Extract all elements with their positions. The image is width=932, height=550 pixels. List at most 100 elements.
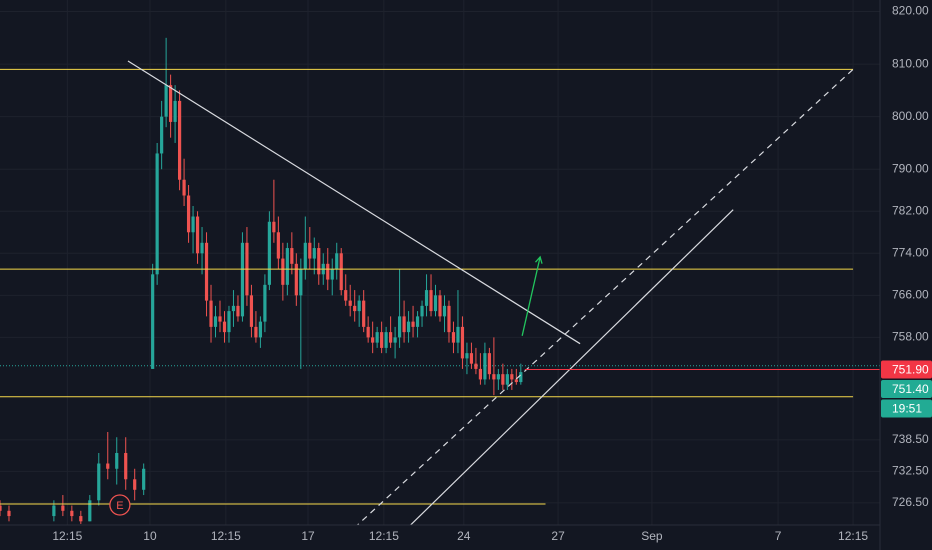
candle-body <box>366 326 370 338</box>
price-label: 19:51 <box>892 402 922 416</box>
candle-body <box>371 337 375 343</box>
candle-body <box>106 463 110 469</box>
candle-body <box>88 500 92 522</box>
candle-body <box>133 479 137 490</box>
candle-body <box>375 332 379 343</box>
candle-body <box>236 305 240 317</box>
candle-body <box>186 195 191 233</box>
candle-body <box>496 374 500 380</box>
candle-body <box>429 290 433 312</box>
y-tick-label: 790.00 <box>892 161 929 175</box>
x-tick-label: Sep <box>641 529 663 543</box>
earnings-marker <box>109 494 131 516</box>
candle-body <box>402 316 406 333</box>
price-label: 751.90 <box>892 363 929 377</box>
trendline <box>356 68 854 525</box>
x-tick-label: 12:15 <box>211 529 241 543</box>
candle-body <box>276 232 280 259</box>
candle-body <box>317 248 321 275</box>
candle-body <box>303 242 307 270</box>
trendline <box>409 209 734 525</box>
y-tick-label: 738.50 <box>892 432 929 446</box>
candle-body <box>357 300 361 312</box>
candle-body <box>308 242 312 259</box>
candle-body <box>290 248 294 264</box>
candle-body <box>519 372 523 383</box>
y-tick-label: 810.00 <box>892 56 929 70</box>
candle-body <box>70 510 74 517</box>
candle-body <box>362 300 366 327</box>
price-label-box <box>881 379 932 398</box>
candle-body <box>438 295 442 317</box>
candle-body <box>474 363 478 369</box>
candle-body <box>272 221 276 233</box>
candle-body <box>231 305 236 312</box>
candle-body <box>420 305 424 317</box>
candle-body <box>442 305 447 317</box>
candle-body <box>254 326 258 338</box>
candle-body <box>173 100 177 122</box>
candle-body <box>249 295 254 327</box>
x-tick-label: 12:15 <box>52 529 82 543</box>
candle-body <box>483 353 487 380</box>
grid <box>0 0 880 525</box>
candle-body <box>200 242 204 254</box>
candle-body <box>451 332 456 343</box>
candle-body <box>393 337 397 343</box>
candle-body <box>218 316 222 322</box>
y-tick-label: 782.00 <box>892 203 929 217</box>
candle-body <box>326 263 330 280</box>
candle-body <box>164 85 168 117</box>
candle-body <box>7 510 11 517</box>
candle-body <box>115 453 119 469</box>
y-tick-label: 758.00 <box>892 330 929 344</box>
candle-body <box>330 269 334 280</box>
candle-body <box>177 100 182 180</box>
candle-body <box>384 332 388 348</box>
candle-body <box>478 368 483 380</box>
candle-body <box>501 374 505 385</box>
candle-body <box>294 263 298 296</box>
candle-body <box>389 332 393 343</box>
candle-body <box>61 505 65 511</box>
y-tick-label: 766.00 <box>892 288 929 302</box>
candle-body <box>151 274 155 369</box>
candle-body <box>299 269 303 296</box>
candle-body <box>285 248 289 285</box>
candle-body <box>380 332 384 348</box>
candle-body <box>406 321 411 333</box>
y-tick-label: 732.50 <box>892 464 929 478</box>
candle-body <box>460 326 465 359</box>
x-tick-label: 12:15 <box>369 529 399 543</box>
candle-body <box>191 216 195 233</box>
candle-body <box>227 311 231 333</box>
candle-body <box>240 242 245 317</box>
candle-body <box>209 300 213 327</box>
candle-body <box>397 316 402 338</box>
price-label: 751.40 <box>892 382 929 396</box>
candle-body <box>487 353 491 375</box>
axes: 820.00 810.00 800.00 790.00 782.00 774.00 766.… <box>52 4 932 543</box>
plot-area: E <box>0 37 880 525</box>
candle-body <box>510 374 514 380</box>
trendline <box>127 60 581 345</box>
candle-body <box>424 290 429 306</box>
x-tick-label: 24 <box>457 529 471 543</box>
candle-body <box>213 316 218 327</box>
candle-body <box>505 374 509 385</box>
y-tick-label: 726.50 <box>892 495 929 509</box>
x-tick-label: 27 <box>551 529 565 543</box>
x-tick-label: 10 <box>143 529 157 543</box>
price-label-box <box>881 360 932 379</box>
x-tick-label: 7 <box>775 529 782 543</box>
candle-body <box>465 353 469 359</box>
candle-body <box>52 505 56 517</box>
x-tick-label: 12:15 <box>838 529 868 543</box>
candle-body <box>79 516 83 522</box>
candle-body <box>469 353 474 364</box>
x-tick-label: 17 <box>301 529 315 543</box>
candle-body <box>344 290 348 301</box>
earnings-marker-label: E <box>116 500 123 512</box>
candle-body <box>0 505 2 511</box>
